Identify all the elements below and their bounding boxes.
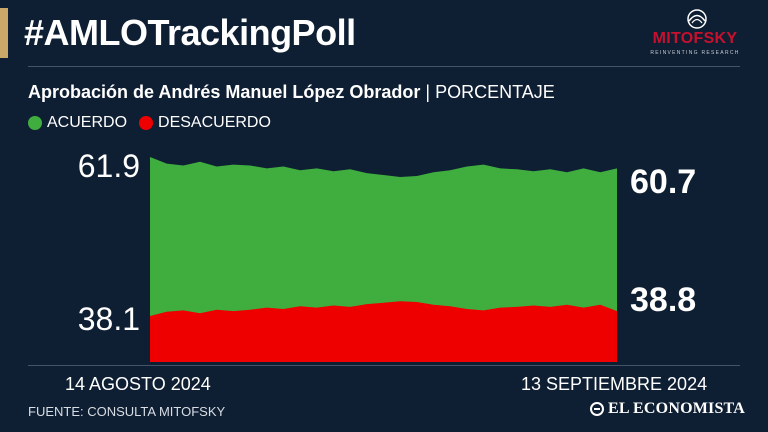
chart-subtitle: Aprobación de Andrés Manuel López Obrado… [28,82,555,103]
subtitle-unit: PORCENTAJE [435,82,555,102]
footer-divider [28,365,740,366]
legend-label-acuerdo: ACUERDO [47,114,128,131]
x-axis-start-label: 14 AGOSTO 2024 [65,374,211,394]
legend-label-desacuerdo: DESACUERDO [158,114,271,131]
legend-item-desacuerdo: DESACUERDO [139,114,271,132]
header-divider [28,66,740,67]
mitofsky-logo: MITOFSKY REINVENTING RESEARCH [640,8,750,60]
value-label-desacuerdo-first: 38.1 [78,301,140,337]
approval-area-chart: 61.9 38.1 60.7 38.8 [78,148,696,362]
source-note: FUENTE: CONSULTA MITOFSKY [28,404,226,419]
legend-swatch-acuerdo [28,116,42,130]
title-accent-bar [0,8,8,58]
logo-wordmark: MITOFSKY [652,30,738,47]
subtitle-separator: | [425,82,431,102]
subtitle-main: Aprobación de Andrés Manuel López Obrado… [28,82,421,102]
logo-tagline: REINVENTING RESEARCH [650,50,740,56]
mitofsky-logo-icon [687,9,707,29]
page-title: #AMLOTrackingPoll [24,12,356,53]
value-label-desacuerdo-last: 38.8 [630,281,696,319]
x-axis-end-label: 13 SEPTIEMBRE 2024 [521,374,708,394]
publisher-logo: EL ECONOMISTA [590,400,745,418]
area-desacuerdo [150,301,617,362]
value-label-acuerdo-last: 60.7 [630,163,696,201]
legend-swatch-desacuerdo [139,116,154,130]
legend-item-acuerdo: ACUERDO [28,114,127,132]
el-economista-icon [590,402,604,416]
chart-legend: ACUERDO DESACUERDO [28,114,283,132]
value-label-acuerdo-first: 61.9 [78,148,140,184]
publisher-name: EL ECONOMISTA [608,400,745,417]
